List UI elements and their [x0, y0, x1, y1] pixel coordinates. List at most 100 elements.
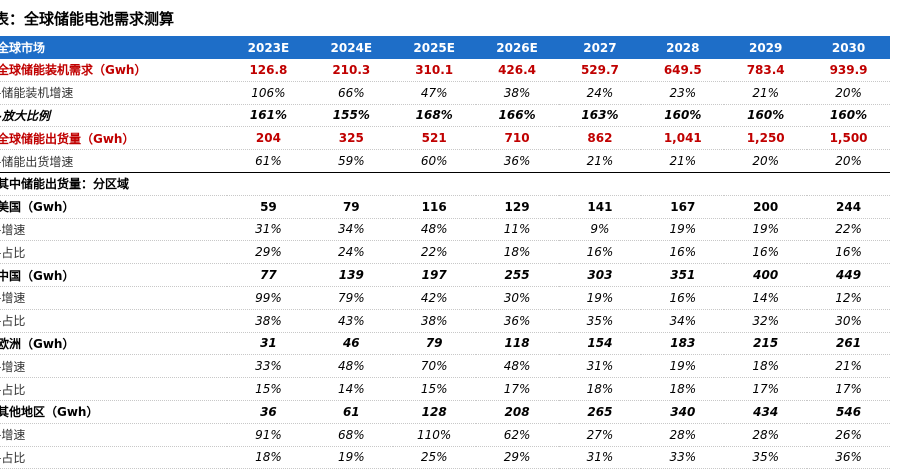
row-label: 全球储能出货量（Gwh） — [0, 126, 227, 151]
cell-value: 29% — [227, 240, 310, 265]
cell-value: 139 — [309, 263, 393, 287]
cell-value: 32% — [724, 309, 808, 333]
cell-value: 99% — [227, 286, 310, 310]
cell-value: 449 — [807, 263, 890, 287]
cell-value: 19% — [724, 218, 808, 242]
cell-value: 61 — [309, 400, 393, 424]
cell-value: 36 — [227, 400, 310, 424]
row-label: -占比 — [0, 309, 227, 333]
cell-value: 160% — [641, 104, 725, 128]
cell-value: 17% — [475, 377, 559, 401]
cell-value: 197 — [392, 263, 476, 287]
cell-value: 18% — [641, 377, 725, 401]
cell-value: 939.9 — [807, 59, 890, 82]
cell-value: 46 — [309, 332, 393, 356]
cell-value: 521 — [392, 126, 476, 151]
cell-value: 14% — [309, 377, 393, 401]
cell-value: 31 — [227, 332, 310, 356]
cell-value: 36% — [475, 149, 559, 173]
cell-value: 30% — [807, 309, 890, 333]
cell-value: 16% — [807, 240, 890, 265]
cell-value: 31% — [558, 354, 642, 379]
cell-value: 48% — [392, 218, 476, 242]
cell-value: 325 — [309, 126, 393, 151]
cell-value: 128 — [392, 400, 476, 424]
empty-cell — [724, 171, 808, 196]
cell-value: 59 — [227, 195, 310, 219]
cell-value: 340 — [641, 400, 725, 424]
empty-cell — [309, 171, 393, 196]
cell-value: 116 — [392, 195, 476, 219]
cell-value: 204 — [227, 126, 310, 151]
cell-value: 18% — [724, 354, 808, 379]
cell-value: 15% — [392, 377, 476, 401]
row-label: -储能装机增速 — [0, 81, 227, 105]
empty-cell — [641, 171, 725, 196]
page: 表：全球储能电池需求测算 全球市场 2023E 2024E 2025E 2026E 202… — [0, 10, 890, 469]
cell-value: 310.1 — [392, 59, 476, 82]
cell-value: 265 — [558, 400, 642, 424]
row-label: -增速 — [0, 286, 227, 310]
column-header: 2027 — [558, 36, 642, 59]
cell-value: 155% — [309, 104, 393, 128]
cell-value: 70% — [392, 354, 476, 379]
cell-value: 33% — [641, 446, 725, 469]
cell-value: 106% — [227, 81, 310, 105]
row-label: -增速 — [0, 354, 227, 379]
table-row: -储能装机增速 106% 66% 47% 38% 24% 23% 21% 20% — [0, 81, 890, 105]
row-label: -占比 — [0, 240, 227, 265]
cell-value: 21% — [641, 149, 725, 173]
cell-value: 167 — [641, 195, 725, 219]
cell-value: 400 — [724, 263, 808, 287]
row-label: -增速 — [0, 423, 227, 447]
cell-value: 33% — [227, 354, 310, 379]
cell-value: 68% — [309, 423, 393, 447]
row-label: -放大比例 — [0, 104, 227, 128]
cell-value: 20% — [807, 149, 890, 173]
cell-value: 22% — [807, 218, 890, 242]
cell-value: 20% — [724, 149, 808, 173]
cell-value: 21% — [807, 354, 890, 379]
cell-value: 1,041 — [641, 126, 725, 151]
cell-value: 59% — [309, 149, 393, 173]
table-body: 全球储能装机需求（Gwh） 126.8 210.3 310.1 426.4 529.7 64… — [0, 59, 890, 469]
row-label: 全球储能装机需求（Gwh） — [0, 59, 227, 82]
cell-value: 18% — [227, 446, 310, 469]
cell-value: 43% — [309, 309, 393, 333]
cell-value: 79 — [392, 332, 476, 356]
cell-value: 79% — [309, 286, 393, 310]
cell-value: 141 — [558, 195, 642, 219]
cell-value: 12% — [807, 286, 890, 310]
cell-value: 261 — [807, 332, 890, 356]
cell-value: 34% — [641, 309, 725, 333]
cell-value: 16% — [641, 286, 725, 310]
cell-value: 783.4 — [724, 59, 808, 82]
empty-cell — [392, 171, 476, 196]
cell-value: 35% — [724, 446, 808, 469]
table-row: -放大比例 161% 155% 168% 166% 163% 160% 160% 160% — [0, 104, 890, 128]
column-header: 2023E — [227, 36, 310, 59]
cell-value: 16% — [641, 240, 725, 265]
cell-value: 21% — [724, 81, 808, 105]
row-label: -占比 — [0, 377, 227, 401]
table-row: 其他地区（Gwh） 36 61 128 208 265 340 434 546 — [0, 400, 890, 424]
cell-value: 31% — [227, 218, 310, 242]
column-header: 2030 — [807, 36, 890, 59]
column-header: 2025E — [392, 36, 476, 59]
cell-value: 22% — [392, 240, 476, 265]
cell-value: 27% — [558, 423, 642, 447]
cell-value: 19% — [641, 218, 725, 242]
cell-value: 26% — [807, 423, 890, 447]
cell-value: 161% — [227, 104, 310, 128]
row-label: -增速 — [0, 218, 227, 242]
cell-value: 42% — [392, 286, 476, 310]
row-label: -占比 — [0, 446, 227, 469]
cell-value: 15% — [227, 377, 310, 401]
cell-value: 1,500 — [807, 126, 890, 151]
cell-value: 38% — [227, 309, 310, 333]
cell-value: 24% — [558, 81, 642, 105]
cell-value: 126.8 — [227, 59, 310, 82]
